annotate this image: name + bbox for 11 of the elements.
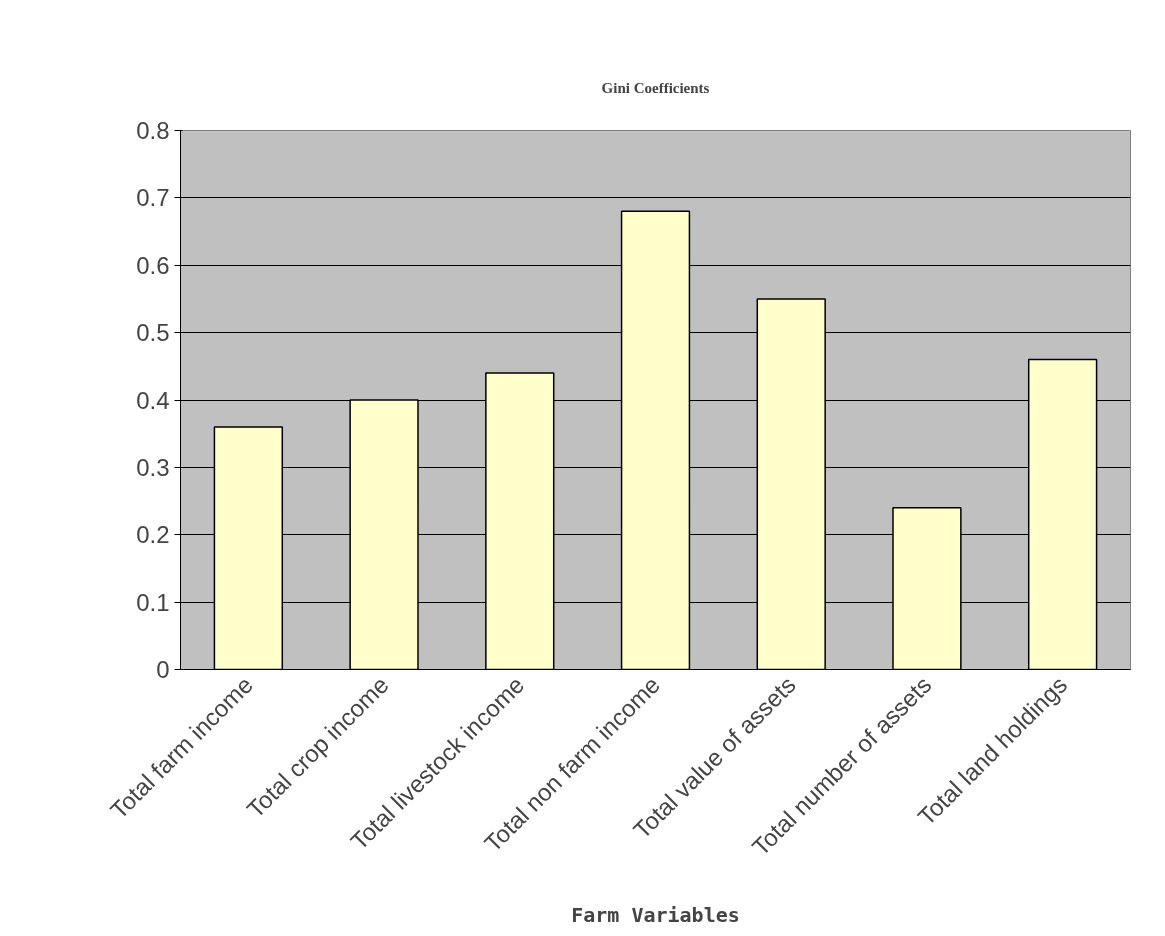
y-tick-label: 0.6 bbox=[136, 251, 170, 279]
x-axis-title: Farm Variables bbox=[571, 903, 740, 928]
y-tick-label: 0.8 bbox=[136, 117, 170, 144]
y-tick-label: 0.7 bbox=[136, 184, 170, 212]
y-tick-label: 0.3 bbox=[136, 453, 170, 481]
y-tick-label: 0.5 bbox=[136, 319, 170, 347]
y-tick-label: 0.4 bbox=[136, 386, 170, 414]
y-tick-label: 0.2 bbox=[136, 521, 170, 549]
y-tick-label: 0 bbox=[156, 656, 170, 683]
chart-title: Gini Coefficients bbox=[601, 79, 710, 96]
y-tick-label: 0.1 bbox=[136, 588, 170, 616]
